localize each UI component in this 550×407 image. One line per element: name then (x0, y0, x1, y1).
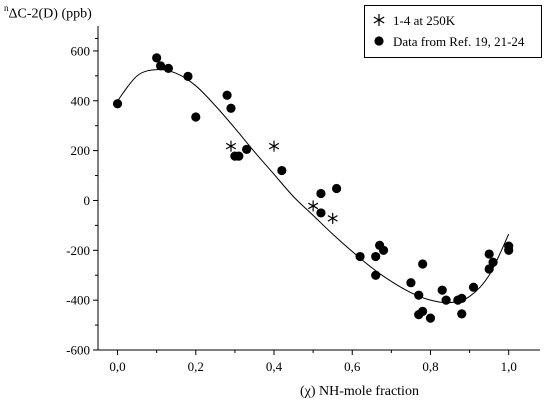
data-point-asterisk (308, 200, 319, 212)
x-axis-label: (χ) NH-mole fraction (300, 384, 419, 399)
data-point-circle (425, 313, 436, 323)
data-point-circle (163, 63, 174, 73)
y-tick-label: 600 (71, 43, 91, 58)
data-point-circle (457, 293, 467, 304)
data-point-circle (234, 151, 244, 161)
data-point-circle (183, 71, 193, 81)
data-point-circle (277, 165, 287, 176)
data-point-circle (155, 61, 166, 71)
y-tick-label: 0 (84, 193, 91, 208)
y-tick-label: 200 (71, 143, 91, 158)
data-point-circle (226, 103, 236, 113)
data-point-circle (152, 53, 162, 63)
data-point-circle (418, 259, 428, 269)
legend-label-2: Data from Ref. 19, 21-24 (393, 34, 525, 49)
data-point-circle (112, 99, 123, 109)
data-point-circle (371, 251, 381, 262)
data-point-asterisk (268, 140, 280, 152)
x-tick-label: 0,8 (422, 359, 438, 374)
x-tick-label: 1,0 (501, 359, 517, 374)
data-point-circle (316, 188, 326, 199)
y-tick-label: -200 (66, 243, 90, 258)
data-point-circle (437, 285, 447, 295)
data-point-circle (222, 90, 232, 100)
x-tick-label: 0,6 (344, 359, 361, 374)
data-point-circle (504, 245, 514, 255)
data-point-circle (484, 249, 494, 259)
data-point-circle (371, 270, 381, 280)
legend: 1-4 at 250K Data from Ref. 19, 21-24 (364, 5, 542, 58)
data-point-circle (457, 309, 467, 319)
y-axis-label: nΔC-2(D) (ppb) (4, 3, 92, 22)
x-tick-label: 0,0 (109, 359, 125, 374)
legend-item-asterisk: 1-4 at 250K (365, 12, 541, 30)
data-point-circle (406, 278, 416, 288)
data-point-circle (191, 112, 201, 122)
data-point-circle (441, 295, 451, 305)
fit-curve (117, 69, 510, 304)
data-point-circle (418, 306, 428, 316)
x-tick-label: 0,2 (188, 359, 204, 374)
data-point-circle (414, 290, 424, 300)
data-point-asterisk (327, 212, 338, 224)
filled-circle-marker-icon (374, 36, 384, 46)
data-point-circle (355, 251, 365, 262)
data-point-circle (242, 144, 252, 154)
x-tick-label: 0,4 (266, 359, 283, 374)
data-point-circle (316, 208, 326, 218)
y-tick-label: 400 (71, 93, 91, 108)
legend-item-circle: Data from Ref. 19, 21-24 (365, 33, 541, 51)
y-tick-label: -600 (66, 343, 90, 358)
data-point-circle (484, 264, 494, 274)
legend-label-1: 1-4 at 250K (393, 13, 456, 28)
data-point-circle (468, 282, 479, 292)
y-tick-label: -400 (66, 293, 90, 308)
data-point-circle (488, 257, 498, 267)
data-point-circle (332, 183, 342, 194)
data-point-asterisk (225, 140, 237, 152)
asterisk-marker-icon (373, 14, 385, 26)
data-point-circle (378, 245, 389, 255)
